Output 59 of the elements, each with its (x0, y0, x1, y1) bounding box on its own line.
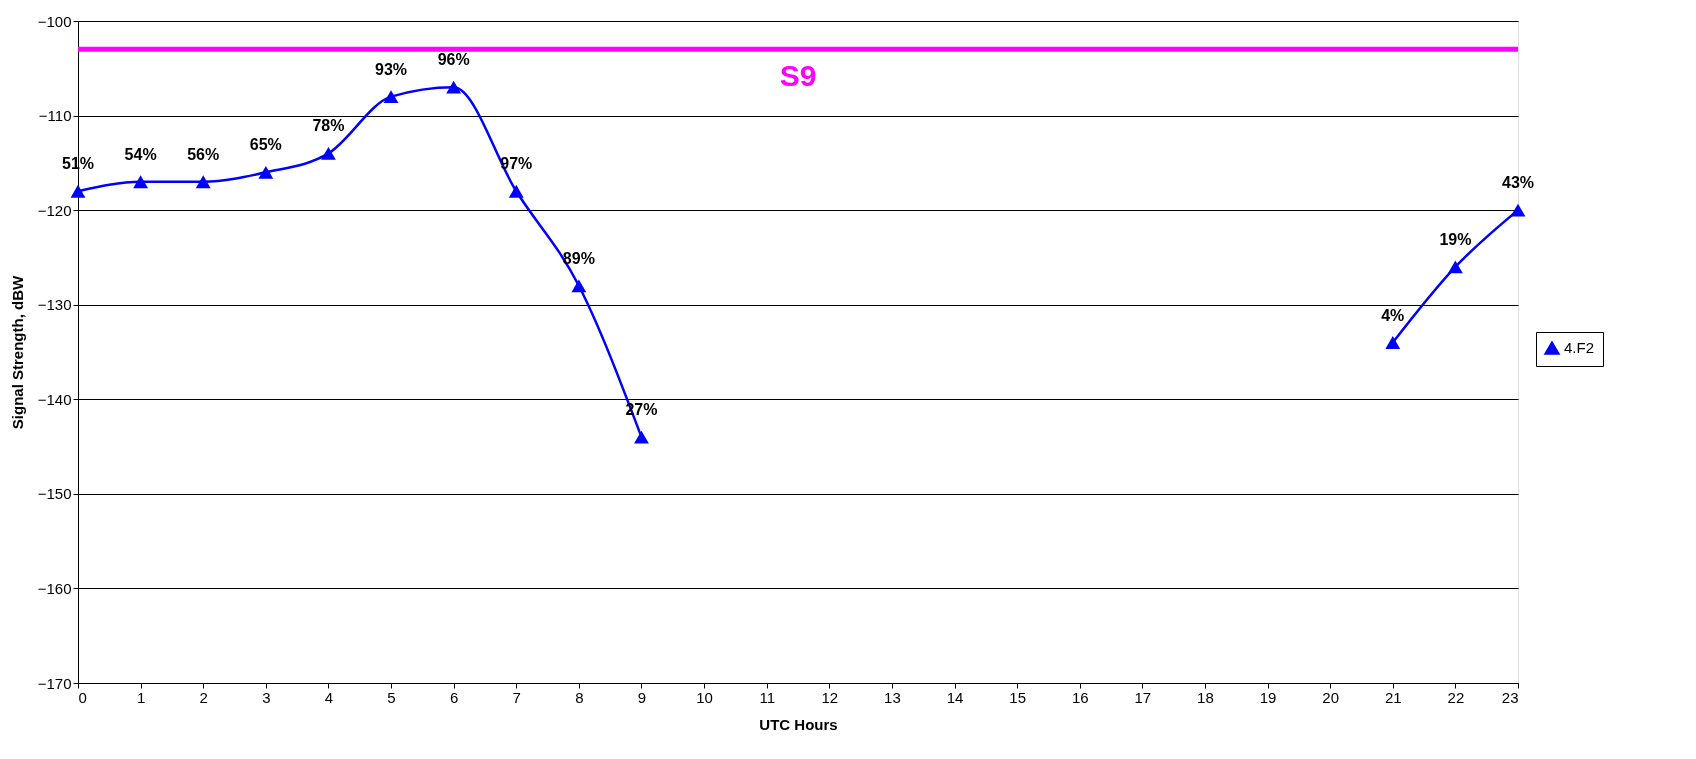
x-tick-label: 12 (821, 688, 839, 706)
x-tick-label: 4 (324, 688, 334, 706)
y-tick-label: −160 (37, 579, 72, 597)
annotation: 56% (187, 145, 220, 163)
legend-label: 4.F2 (1564, 339, 1595, 356)
x-tick-label: 17 (1134, 688, 1152, 706)
point (1447, 260, 1463, 274)
annotation: 89% (562, 249, 595, 267)
point (508, 184, 524, 198)
x-tick-label: 13 (884, 688, 901, 706)
x-tick-label: 0 (78, 688, 87, 706)
annotation: 19% (1439, 230, 1472, 248)
point (446, 80, 462, 94)
annotation: 96% (437, 51, 470, 69)
x-tick-label: 20 (1322, 688, 1340, 706)
y-tick-label: −120 (37, 201, 72, 219)
x-tick-label: 18 (1197, 688, 1214, 706)
point (571, 279, 587, 293)
x-tick-label: 16 (1071, 688, 1089, 706)
annotation: 65% (249, 136, 282, 154)
y-axis-title: Signal Strength, dBW (8, 275, 26, 430)
x-tick-label: 2 (199, 688, 208, 706)
annotation: 54% (124, 145, 157, 163)
point (195, 175, 211, 189)
x-tick-label: 10 (696, 688, 713, 706)
point (258, 165, 274, 179)
x-tick-label: 3 (262, 688, 271, 706)
y-tick-label: −100 (37, 12, 72, 30)
x-tick-label: 19 (1259, 688, 1277, 706)
point (1385, 336, 1401, 349)
x-tick-label: 5 (387, 688, 396, 706)
x-tick-label: 7 (512, 688, 521, 706)
y-tick-label: −130 (37, 296, 72, 314)
y-tick-label: −110 (38, 107, 72, 125)
y-tick-label: −150 (37, 485, 72, 503)
x-tick-label: 23 (1501, 688, 1519, 706)
point (133, 175, 149, 189)
point (321, 146, 336, 160)
y-tick-label: −140 (37, 390, 72, 408)
point (634, 430, 649, 444)
annotation: 4% (1381, 306, 1405, 324)
x-tick-label: 21 (1384, 688, 1402, 706)
y-tick-label: −170 (37, 674, 72, 692)
point (1510, 203, 1526, 217)
x-tick-label: 11 (759, 688, 775, 706)
x-tick-label: 9 (637, 688, 647, 706)
ref-line-label: S9 (779, 59, 817, 93)
x-tick-label: 8 (575, 688, 584, 706)
x-tick-label: 6 (449, 688, 459, 706)
x-tick-label: 14 (946, 688, 964, 706)
x-tick-label: 15 (1009, 688, 1026, 706)
annotation: 43% (1501, 174, 1535, 192)
x-axis-title: UTC Hours (759, 715, 838, 733)
x-tick-label: 1 (136, 688, 146, 706)
annotation: 78% (312, 117, 345, 135)
point (383, 90, 399, 104)
annotation: 93% (375, 60, 408, 78)
point (70, 184, 86, 198)
x-tick-label: 22 (1447, 688, 1465, 706)
